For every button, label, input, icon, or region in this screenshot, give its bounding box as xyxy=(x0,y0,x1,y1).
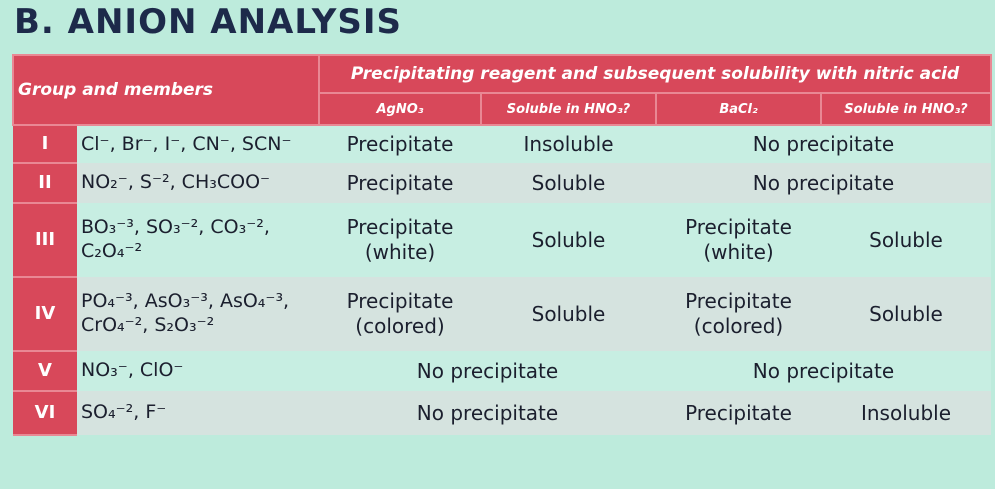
result-cell: No precipitate xyxy=(319,391,656,435)
result-cell: Insoluble xyxy=(821,391,991,435)
column-header: Soluble in HNO₃? xyxy=(480,92,657,126)
result-cell: Precipitate xyxy=(319,163,481,203)
table-row: I Cl⁻, Br⁻, I⁻, CN⁻, SCN⁻ Precipitate Insol… xyxy=(13,125,991,164)
group-number: II xyxy=(13,163,77,204)
table-row: II NO₂⁻, S⁻², CH₃COO⁻ Precipitate Soluble No… xyxy=(13,163,991,204)
title: B. ANION ANALYSIS xyxy=(14,2,402,42)
header-cell: Group and members xyxy=(12,54,320,126)
result-cell: Precipitate xyxy=(319,125,481,163)
result-cell: Precipitate (white) xyxy=(319,203,481,277)
group-number: VI xyxy=(13,391,77,436)
group-members: NO₂⁻, S⁻², CH₃COO⁻ xyxy=(77,163,319,203)
group-number: IV xyxy=(13,277,77,352)
result-cell: Soluble xyxy=(481,277,656,351)
result-cell: No precipitate xyxy=(656,351,991,391)
header-cell: Precipitating reagent and subsequent sol… xyxy=(318,54,992,94)
result-cell: Precipitate (white) xyxy=(656,203,821,277)
group-number: III xyxy=(13,203,77,278)
column-header: Soluble in HNO₃? xyxy=(820,92,992,126)
result-cell: Precipitate xyxy=(656,391,821,435)
result-cell: No precipitate xyxy=(319,351,656,391)
group-members: NO₃⁻, ClO⁻ xyxy=(77,351,319,391)
group-members: Cl⁻, Br⁻, I⁻, CN⁻, SCN⁻ xyxy=(77,125,319,163)
table-row: III BO₃⁻³, SO₃⁻², CO₃⁻², C₂O₄⁻² Precipitat… xyxy=(13,203,991,278)
anion-table: Group and members Precipitating reagent … xyxy=(12,54,992,436)
group-members: BO₃⁻³, SO₃⁻², CO₃⁻², C₂O₄⁻² xyxy=(77,203,319,277)
group-members: PO₄⁻³, AsO₃⁻³, AsO₄⁻³, CrO₄⁻², S₂O₃⁻² xyxy=(77,277,319,351)
result-cell: Soluble xyxy=(821,203,991,277)
result-cell: Precipitate (colored) xyxy=(319,277,481,351)
group-number: V xyxy=(13,351,77,392)
table-row: IV PO₄⁻³, AsO₃⁻³, AsO₄⁻³, CrO₄⁻², S₂O₃⁻² P… xyxy=(13,277,991,352)
result-cell: Precipitate (colored) xyxy=(656,277,821,351)
result-cell: Soluble xyxy=(821,277,991,351)
group-number: I xyxy=(13,125,77,164)
result-cell: Soluble xyxy=(481,203,656,277)
table-row: V NO₃⁻, ClO⁻ No precipitate No precipitate xyxy=(13,351,991,392)
result-cell: No precipitate xyxy=(656,163,991,203)
column-header: BaCl₂ xyxy=(655,92,822,126)
column-header: AgNO₃ xyxy=(318,92,482,126)
group-members: SO₄⁻², F⁻ xyxy=(77,391,319,435)
result-cell: Insoluble xyxy=(481,125,656,163)
result-cell: No precipitate xyxy=(656,125,991,163)
result-cell: Soluble xyxy=(481,163,656,203)
table-row: VI SO₄⁻², F⁻ No precipitate Precipitate Inso… xyxy=(13,391,991,436)
